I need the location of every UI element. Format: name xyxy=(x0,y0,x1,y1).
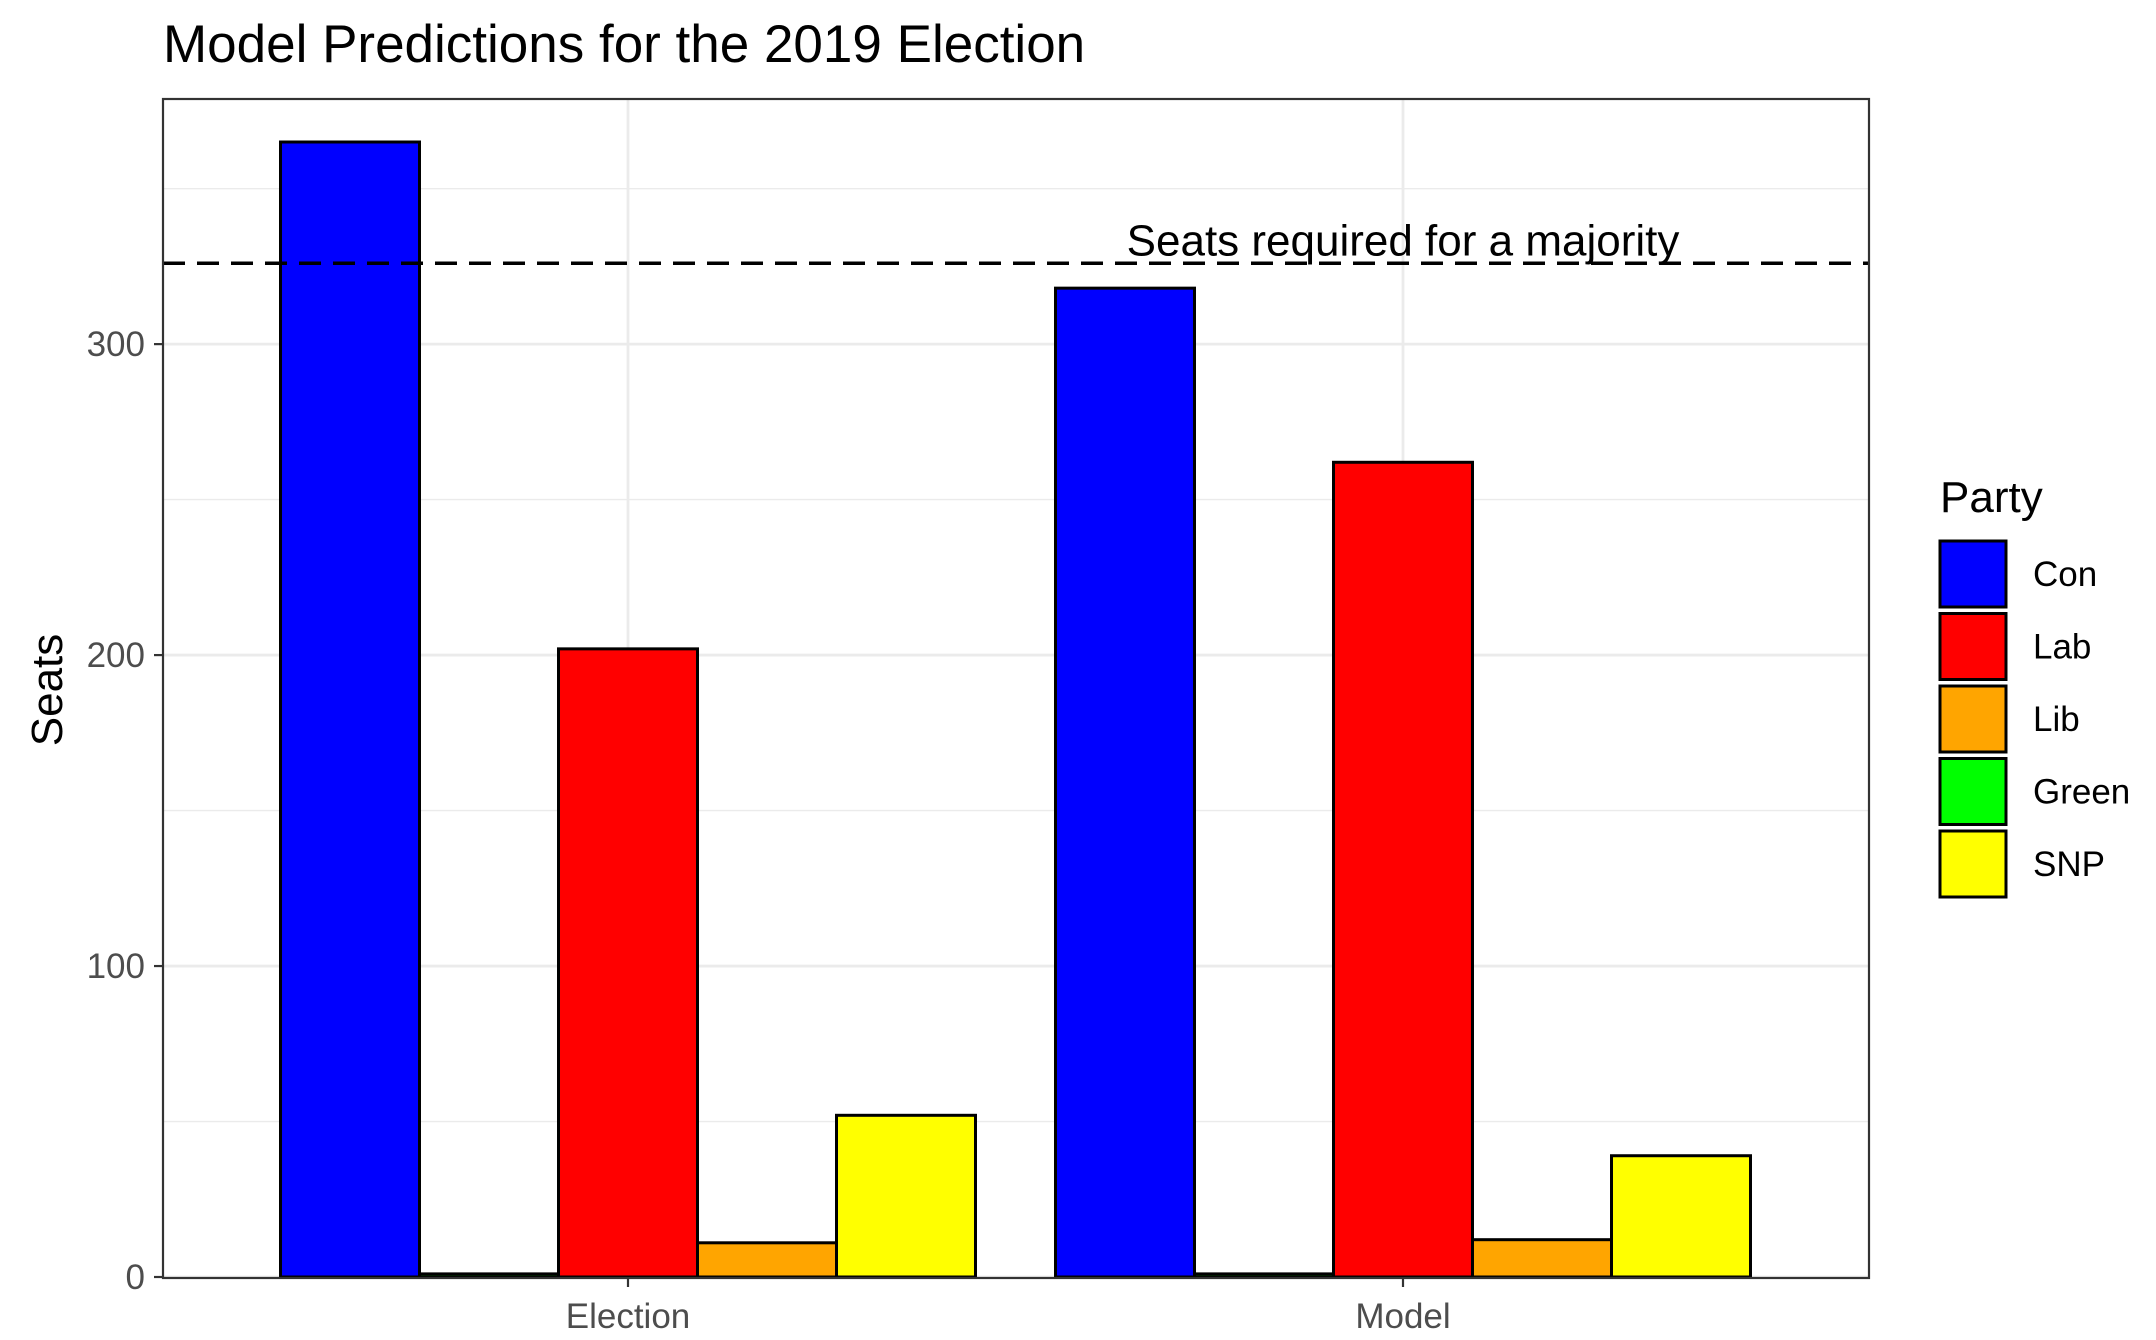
bar-lib-election xyxy=(696,1241,838,1279)
majority-line-label: Seats required for a majority xyxy=(1127,216,1680,265)
bar-con-election xyxy=(279,140,421,1279)
y-tick-label: 300 xyxy=(87,325,145,364)
bar-lab-election xyxy=(557,647,699,1279)
legend-key-snp xyxy=(1938,829,2008,899)
legend: Party Con Lab Lib Green SNP xyxy=(1938,473,2130,899)
y-tick-label: 100 xyxy=(87,947,145,986)
bar-lab-model xyxy=(1332,460,1474,1279)
bar-green-election xyxy=(418,1272,560,1279)
legend-key-lab xyxy=(1938,612,2008,681)
bars xyxy=(279,140,1752,1279)
legend-label-con: Con xyxy=(2033,555,2097,594)
legend-key-con xyxy=(1938,539,2008,609)
bar-con-model xyxy=(1054,286,1196,1279)
bar-snp-model xyxy=(1610,1154,1752,1279)
bar-snp-election xyxy=(835,1113,977,1279)
axes: 0 100 200 300 Election Model xyxy=(87,325,1451,1336)
y-axis-label: Seats xyxy=(23,634,72,747)
legend-label-lab: Lab xyxy=(2033,628,2091,667)
y-tick-label: 0 xyxy=(126,1258,145,1297)
legend-title: Party xyxy=(1940,473,2043,522)
x-tick-label: Model xyxy=(1355,1297,1450,1336)
plot-panel-border xyxy=(161,97,1871,1280)
bar-lib-model xyxy=(1471,1238,1613,1279)
legend-label-snp: SNP xyxy=(2033,845,2105,884)
legend-label-green: Green xyxy=(2033,773,2130,812)
bar-green-model xyxy=(1193,1272,1335,1279)
chart-title: Model Predictions for the 2019 Election xyxy=(163,15,1085,74)
majority-line-group: Seats required for a majority xyxy=(163,216,1869,265)
x-tick-label: Election xyxy=(566,1297,691,1336)
y-tick-label: 200 xyxy=(87,636,145,675)
legend-label-lib: Lib xyxy=(2033,700,2080,739)
legend-key-lib xyxy=(1938,684,2008,754)
legend-key-green xyxy=(1938,757,2008,826)
